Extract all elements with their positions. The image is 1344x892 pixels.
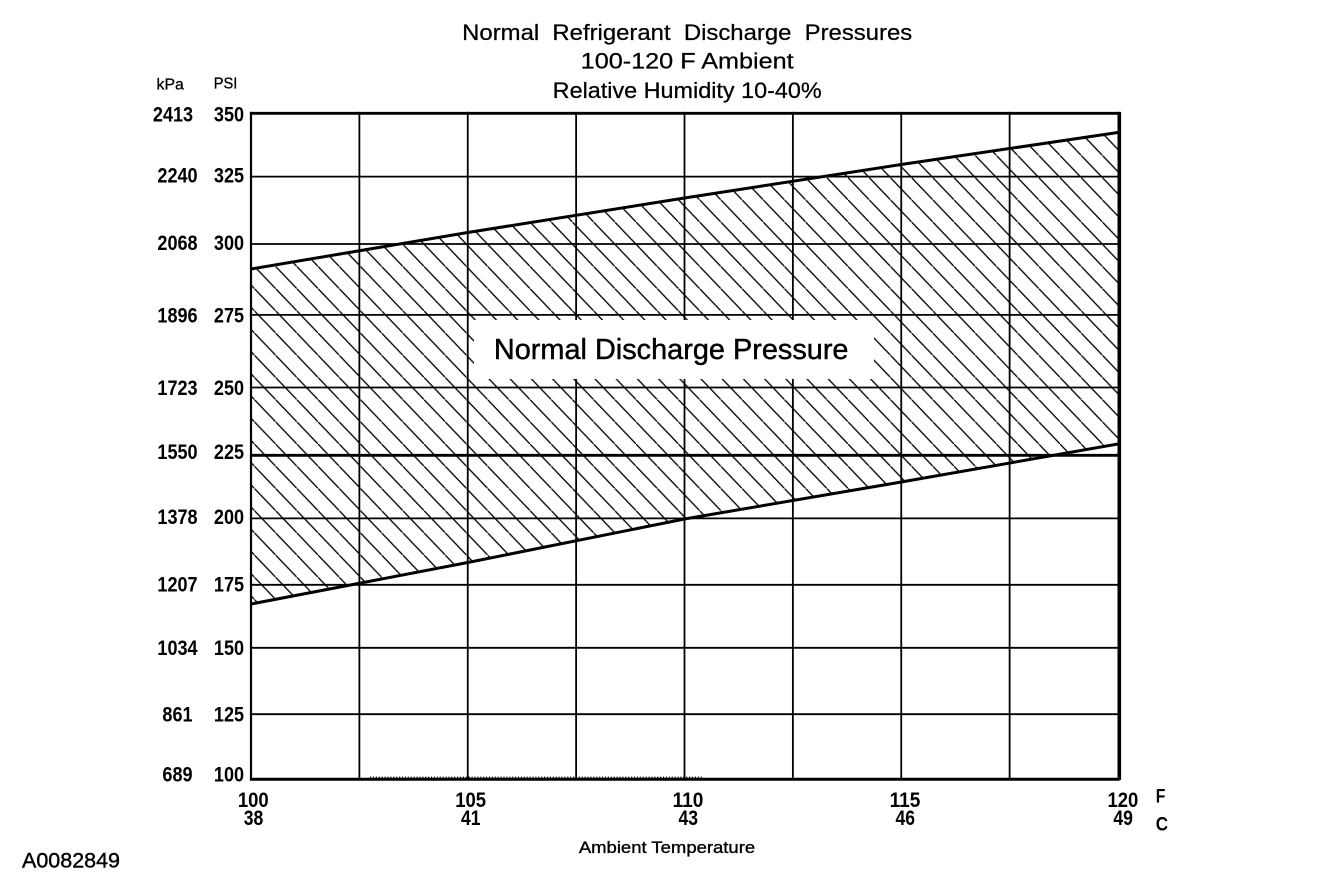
- svg-text:125: 125: [214, 703, 244, 726]
- svg-text:46: 46: [895, 807, 915, 830]
- svg-text:41: 41: [461, 807, 481, 830]
- svg-text:105: 105: [455, 789, 486, 812]
- svg-text:43: 43: [678, 807, 698, 830]
- svg-text:Relative Humidity 10-40%: Relative Humidity 10-40%: [553, 78, 822, 103]
- svg-text:115: 115: [890, 789, 921, 812]
- svg-text:1896: 1896: [157, 305, 197, 328]
- svg-text:175: 175: [214, 573, 244, 596]
- svg-text:100-120 F Ambient: 100-120 F Ambient: [581, 49, 795, 74]
- svg-text:2240: 2240: [157, 164, 197, 187]
- svg-text:PSI: PSI: [214, 76, 238, 93]
- svg-text:Normal Refrigerant Discharge: Normal Refrigerant Discharge Pressures: [462, 20, 912, 45]
- svg-text:110: 110: [673, 789, 704, 812]
- svg-text:kPa: kPa: [157, 76, 184, 93]
- svg-text:Normal Discharge Pressure: Normal Discharge Pressure: [494, 334, 849, 366]
- svg-text:325: 325: [214, 164, 244, 187]
- svg-text:C: C: [1156, 813, 1168, 835]
- svg-text:Ambient Temperature: Ambient Temperature: [579, 839, 755, 857]
- svg-text:1207: 1207: [157, 573, 197, 596]
- svg-text:1378: 1378: [157, 506, 197, 529]
- svg-text:275: 275: [214, 305, 244, 328]
- svg-text:A0082849: A0082849: [22, 850, 120, 873]
- svg-text:225: 225: [214, 441, 244, 464]
- svg-text:861: 861: [162, 703, 192, 726]
- svg-text:2413: 2413: [153, 104, 193, 127]
- svg-text:100: 100: [214, 764, 244, 787]
- svg-text:1723: 1723: [157, 377, 197, 400]
- svg-text:38: 38: [244, 807, 264, 830]
- svg-text:1550: 1550: [157, 441, 197, 464]
- svg-text:2068: 2068: [157, 232, 197, 255]
- svg-text:1034: 1034: [157, 637, 197, 660]
- svg-text:689: 689: [162, 764, 192, 787]
- svg-text:250: 250: [214, 377, 244, 400]
- svg-text:300: 300: [214, 232, 244, 255]
- svg-text:100: 100: [238, 789, 269, 812]
- svg-text:49: 49: [1113, 807, 1133, 830]
- svg-text:F: F: [1156, 786, 1166, 808]
- svg-text:120: 120: [1108, 789, 1139, 812]
- svg-text:200: 200: [214, 506, 244, 529]
- svg-text:150: 150: [214, 637, 244, 660]
- svg-text:350: 350: [214, 104, 244, 127]
